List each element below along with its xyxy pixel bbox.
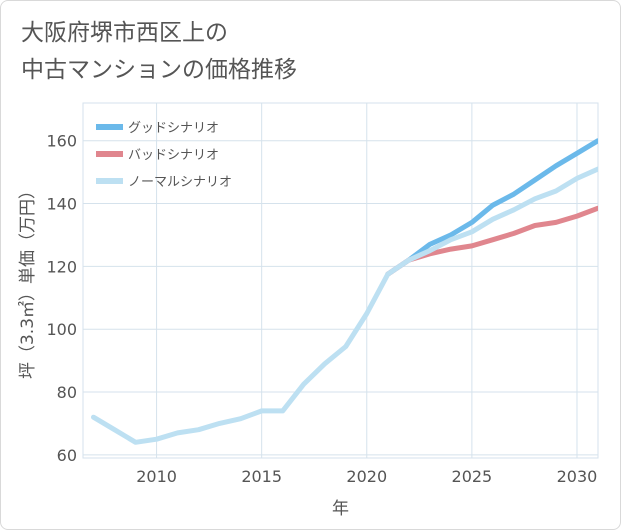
chart-title-line-1: 大阪府堺市西区上の [21,20,228,46]
chart-title: 大阪府堺市西区上の 中古マンションの価格推移 [21,15,297,89]
tick-labels: 2010 2015 2020 2025 2030 60 80 100 120 140 160 [46,132,597,486]
legend-label-1: グッドシナリオ [128,121,219,136]
x-tick-label: 2015 [241,467,282,486]
x-tick-label: 2030 [557,467,598,486]
y-tick-label: 100 [46,320,77,339]
series-line-1 [385,138,598,277]
series-line-3 [91,166,598,445]
y-tick-label: 80 [57,383,77,402]
x-axis-label: 年 [332,499,349,519]
x-tick-label: 2025 [452,467,493,486]
y-tick-label: 160 [46,132,77,151]
legend-label-2: バッドシナリオ [128,148,219,163]
grid-lines [82,102,599,459]
legend-label-3: ノーマルシナリオ [128,175,232,190]
series-lines [91,138,598,445]
chart-title-line-2: 中古マンションの価格推移 [21,57,297,83]
plot-frame [82,102,599,459]
y-tick-label: 60 [57,446,77,465]
x-tick-label: 2010 [136,467,177,486]
y-axis-label: 坪（3.3㎡）単価（万円） [18,182,38,379]
y-tick-label: 140 [46,195,77,214]
y-tick-label: 120 [46,257,77,276]
x-tick-label: 2020 [346,467,387,486]
